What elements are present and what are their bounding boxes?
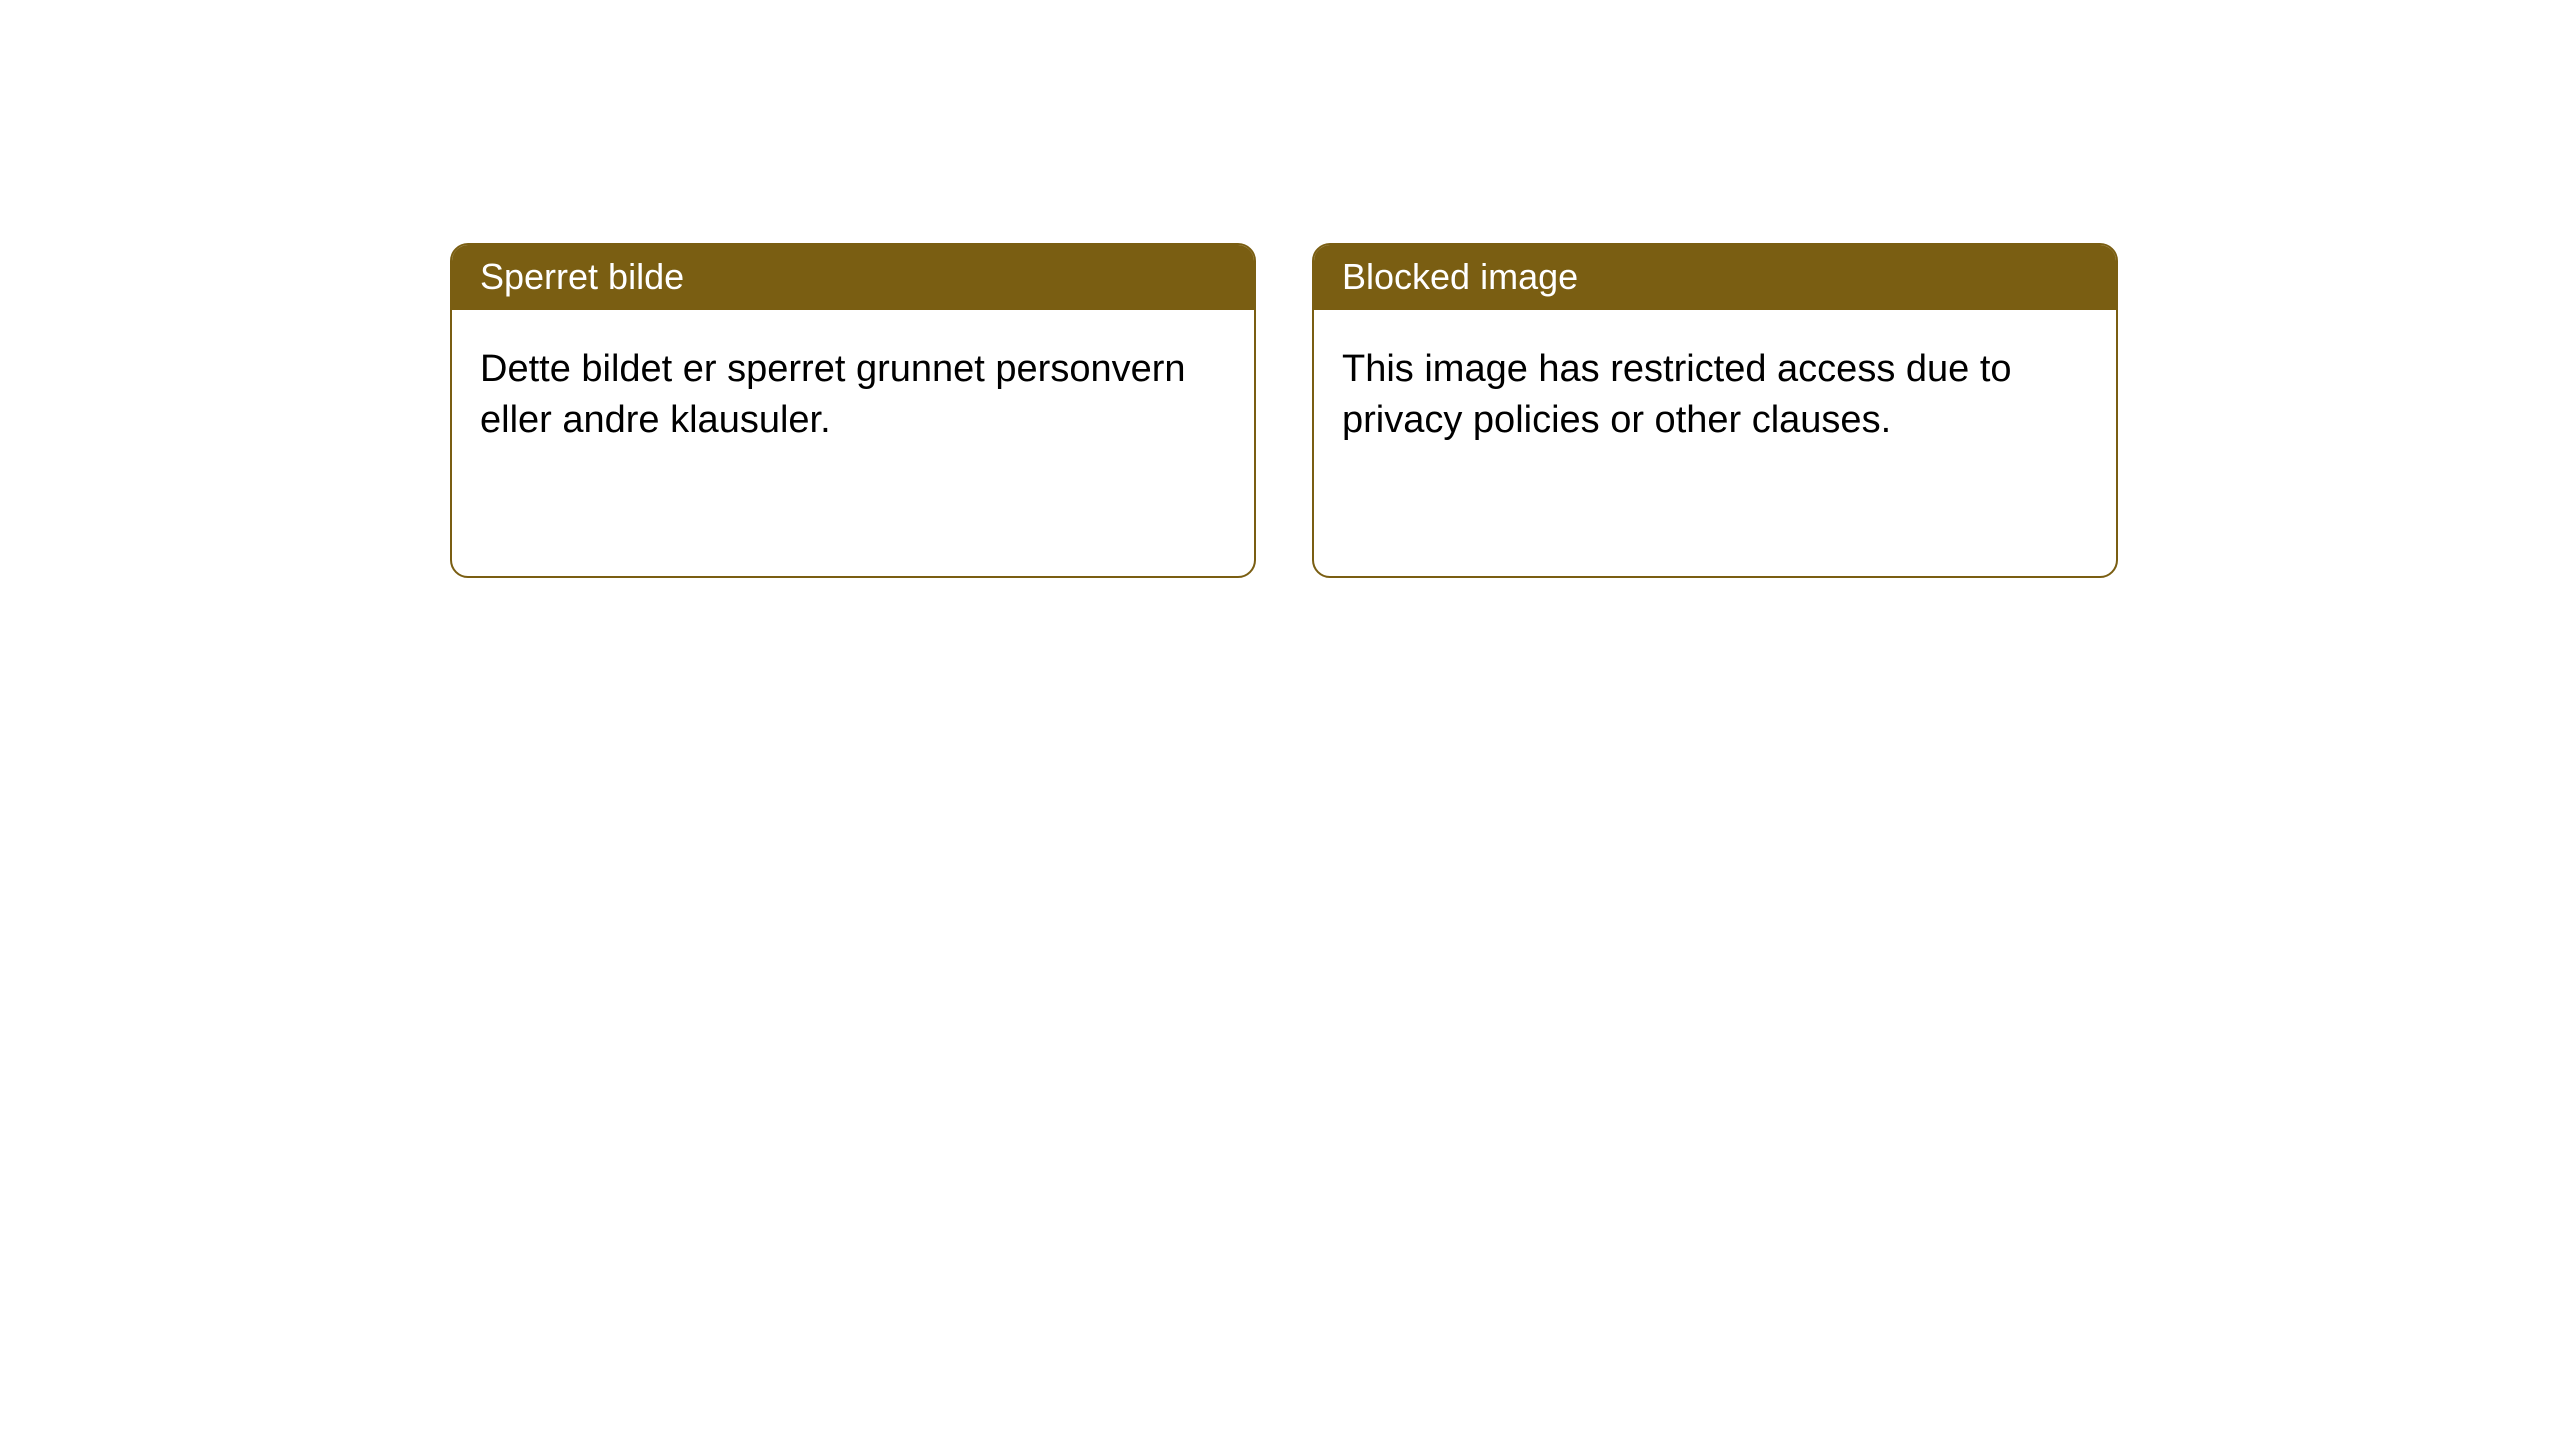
card-body: This image has restricted access due to … [1314,310,2116,481]
card-header: Blocked image [1314,245,2116,310]
notice-cards-container: Sperret bilde Dette bildet er sperret gr… [450,243,2118,578]
card-title: Blocked image [1342,256,1578,297]
card-body-text: This image has restricted access due to … [1342,348,2012,441]
card-body: Dette bildet er sperret grunnet personve… [452,310,1254,481]
notice-card-english: Blocked image This image has restricted … [1312,243,2118,578]
card-body-text: Dette bildet er sperret grunnet personve… [480,348,1186,441]
notice-card-norwegian: Sperret bilde Dette bildet er sperret gr… [450,243,1256,578]
card-header: Sperret bilde [452,245,1254,310]
card-title: Sperret bilde [480,256,684,297]
